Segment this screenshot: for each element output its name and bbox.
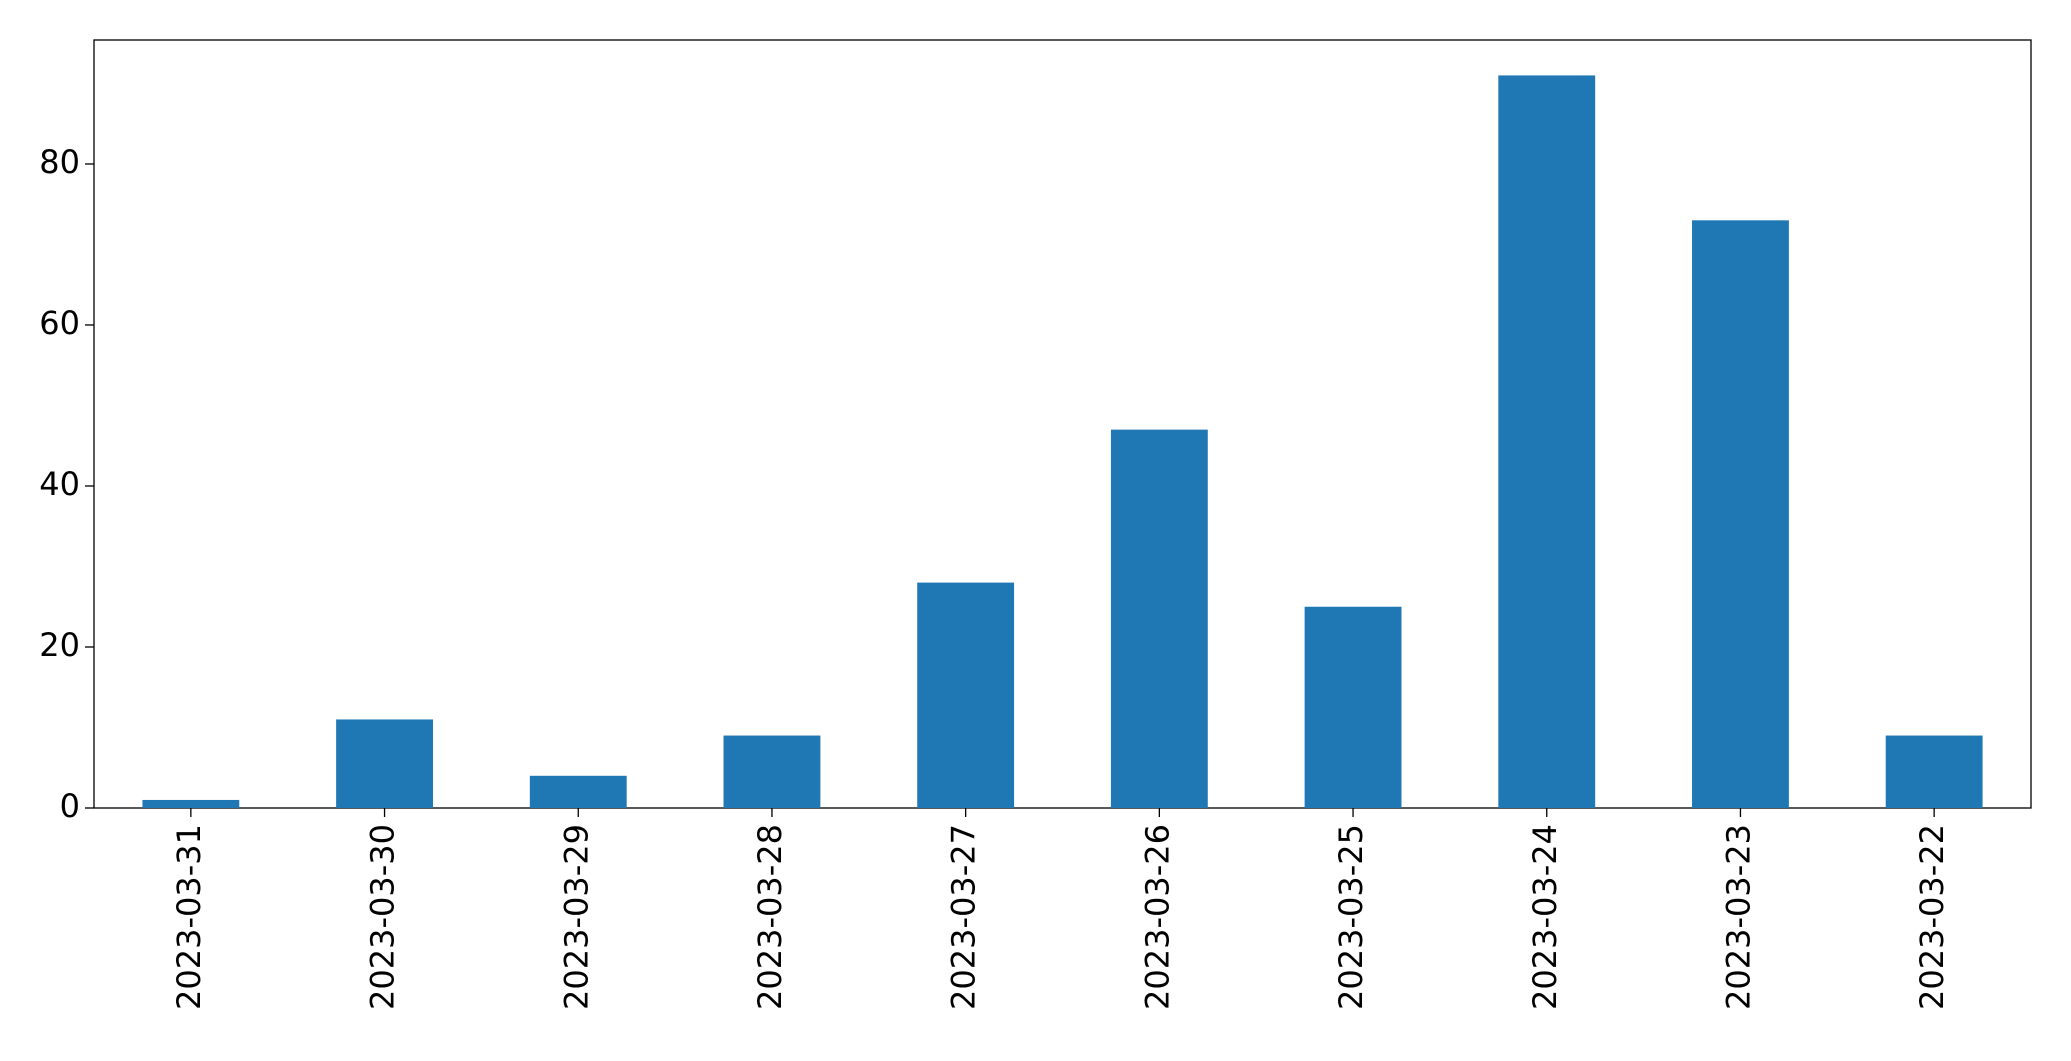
x-tick-label: 2023-03-26	[1138, 824, 1176, 1010]
x-tick-label: 2023-03-22	[1913, 824, 1951, 1010]
x-tick-label: 2023-03-30	[364, 824, 402, 1010]
x-tick-label: 2023-03-27	[945, 824, 983, 1010]
bar	[1692, 220, 1789, 809]
bar	[1304, 606, 1402, 808]
bar	[1498, 75, 1596, 808]
x-tick-label: 2023-03-28	[751, 824, 789, 1010]
y-tick-label: 20	[39, 626, 80, 664]
y-tick-label: 60	[39, 304, 80, 342]
y-tick-label: 0	[60, 787, 80, 825]
y-tick-label: 80	[39, 143, 80, 181]
plot-frame	[93, 39, 2032, 809]
y-tick-label: 40	[39, 465, 80, 503]
bar	[142, 799, 240, 808]
x-tick-label: 2023-03-31	[170, 824, 208, 1010]
x-tick-label: 2023-03-24	[1526, 824, 1564, 1010]
bar	[917, 582, 1015, 808]
bar	[1885, 735, 1983, 808]
x-tick-label: 2023-03-25	[1332, 824, 1370, 1010]
bar	[529, 775, 627, 808]
x-tick-label: 2023-03-29	[557, 824, 595, 1010]
bar	[336, 719, 433, 808]
bar	[723, 735, 821, 808]
bar	[1110, 429, 1208, 808]
x-tick-label: 2023-03-23	[1719, 824, 1757, 1010]
